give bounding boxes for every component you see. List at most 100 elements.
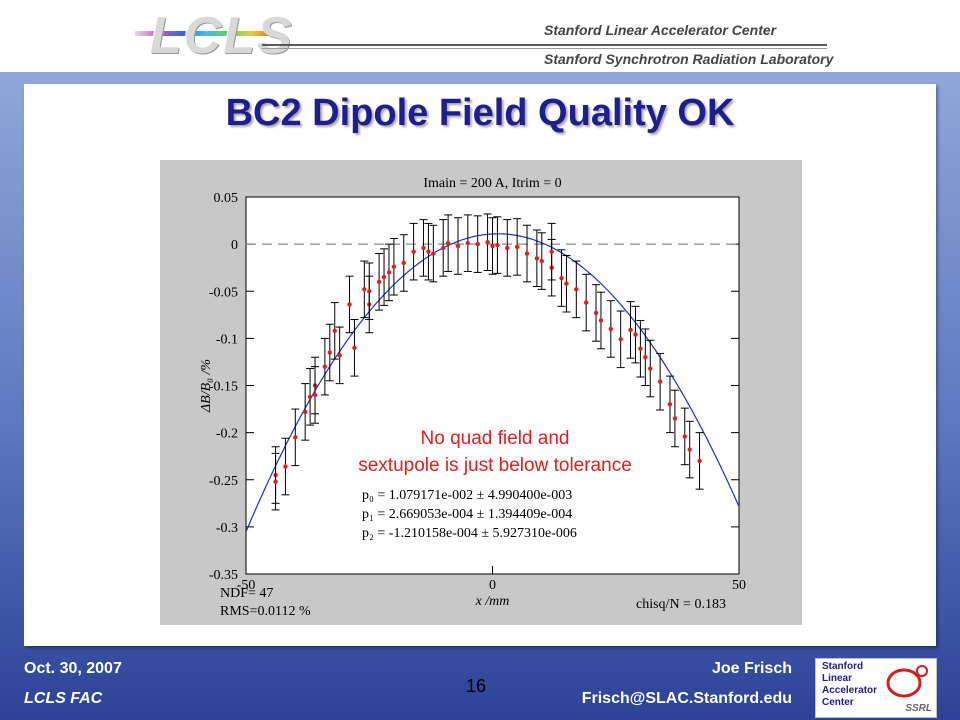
data-point (327, 350, 333, 355)
data-point (697, 458, 702, 464)
data-point (421, 245, 426, 251)
org-name-slac: Stanford Linear Accelerator Center (544, 22, 777, 38)
data-point (539, 258, 544, 264)
header-bar: LCLS Stanford Linear Accelerator Center … (0, 0, 960, 78)
data-point (598, 318, 604, 323)
data-point (302, 409, 308, 415)
data-point (633, 332, 638, 337)
data-point (307, 394, 313, 400)
data-point (381, 274, 387, 280)
slac-logo-line1: Stanford (822, 661, 864, 672)
data-point (549, 249, 554, 254)
data-point (524, 251, 530, 256)
data-point (559, 275, 564, 281)
slide-title: BC2 Dipole Field Quality OK (225, 92, 735, 134)
ssrl-ring-icon (886, 665, 928, 698)
footer-date: Oct. 30, 2007 (24, 660, 122, 677)
data-point (505, 245, 510, 251)
data-point (273, 479, 278, 484)
data-point (667, 402, 673, 407)
page-number: 16 (466, 676, 487, 696)
data-point (465, 240, 471, 246)
data-point (283, 464, 288, 469)
data-point (337, 353, 342, 358)
fit-parameter: p₂ = -1.210158e-004 ± 5.927310e-006 (362, 526, 577, 541)
lcls-logo: LCLS (150, 7, 294, 65)
data-point (376, 279, 382, 285)
x-tick-label: 50 (732, 578, 746, 593)
data-point (367, 289, 372, 294)
data-point (293, 435, 298, 440)
data-point (628, 327, 633, 333)
header-rule (262, 44, 827, 46)
data-point (638, 346, 643, 351)
slac-logo-line4: Center (822, 697, 854, 708)
rms-label: RMS=0.0112 % (220, 604, 311, 619)
data-point (411, 249, 416, 254)
footer-event: LCLS FAC (24, 690, 103, 707)
data-point (391, 264, 397, 269)
annotation-line1: No quad field and (421, 428, 570, 449)
y-tick-label: -0.3 (216, 521, 238, 536)
data-point (514, 244, 520, 250)
y-tick-label: -0.1 (216, 332, 238, 347)
org-name-ssrl: Stanford Synchrotron Radiation Laborator… (544, 51, 834, 67)
x-tick-label: 0 (489, 578, 496, 593)
data-point (362, 287, 367, 292)
footer-author: Joe Frisch (711, 660, 792, 677)
data-point (643, 355, 648, 360)
y-axis-label: ΔB/B₀ /% (199, 359, 214, 413)
data-point (445, 240, 451, 246)
slac-ssrl-logo: Stanford Linear Accelerator Center SSRL (815, 658, 937, 718)
slac-logo-line3: Accelerator (822, 685, 878, 696)
y-tick-label: -0.15 (209, 380, 238, 395)
y-tick-label: 0.05 (214, 191, 239, 206)
fit-parameter: p₁ = 2.669053e-004 ± 1.394409e-004 (362, 507, 572, 522)
data-point (648, 366, 653, 371)
y-tick-label: -0.2 (216, 427, 238, 442)
data-point (534, 256, 540, 261)
ssrl-logo-text: SSRL (905, 703, 932, 714)
data-point (608, 326, 614, 332)
data-point (312, 392, 318, 398)
y-tick-label: 0 (231, 238, 238, 253)
data-point (682, 434, 687, 439)
slac-logo-line2: Linear (822, 673, 853, 684)
x-tick-label: -50 (237, 578, 256, 593)
data-point (386, 270, 392, 275)
logo-rainbow-stripe (135, 31, 275, 36)
chisq-label: chisq/N = 0.183 (636, 597, 726, 612)
data-point (431, 251, 436, 256)
data-point (347, 302, 352, 307)
data-point (441, 245, 446, 251)
footer-email[interactable]: Frisch@SLAC.Stanford.edu (581, 690, 792, 707)
data-point (618, 337, 623, 342)
y-tick-label: -0.25 (209, 474, 238, 489)
x-axis-label: x /mm (475, 594, 510, 609)
data-point (657, 379, 663, 384)
data-point (593, 310, 599, 316)
data-point (574, 287, 579, 292)
dipole-field-chart: Imain = 200 A, Itrim = 0 0.05 0 -0.05 -0.1 -0… (199, 176, 746, 619)
ndf-label: NDF= 47 (220, 586, 273, 601)
data-point (495, 242, 500, 248)
data-point (475, 241, 480, 247)
data-point (490, 243, 495, 249)
chart-title: Imain = 200 A, Itrim = 0 (423, 176, 561, 191)
fit-parameter: p₀ = 1.079171e-002 ± 4.990400e-003 (362, 488, 572, 503)
data-point (401, 260, 406, 266)
slac-logo-text: Stanford Linear Accelerator Center (822, 661, 877, 709)
data-point (322, 364, 328, 369)
data-point (485, 240, 490, 245)
annotation-line2: sextupole is just below tolerance (358, 455, 632, 476)
data-point (426, 249, 431, 254)
data-point (564, 281, 569, 286)
header-rule-thin (262, 48, 827, 49)
data-point (583, 300, 589, 305)
data-point (455, 243, 461, 249)
data-point (672, 416, 678, 421)
data-point (687, 447, 692, 452)
y-tick-label: -0.35 (209, 568, 238, 583)
data-point (352, 345, 357, 350)
data-point (332, 328, 337, 334)
